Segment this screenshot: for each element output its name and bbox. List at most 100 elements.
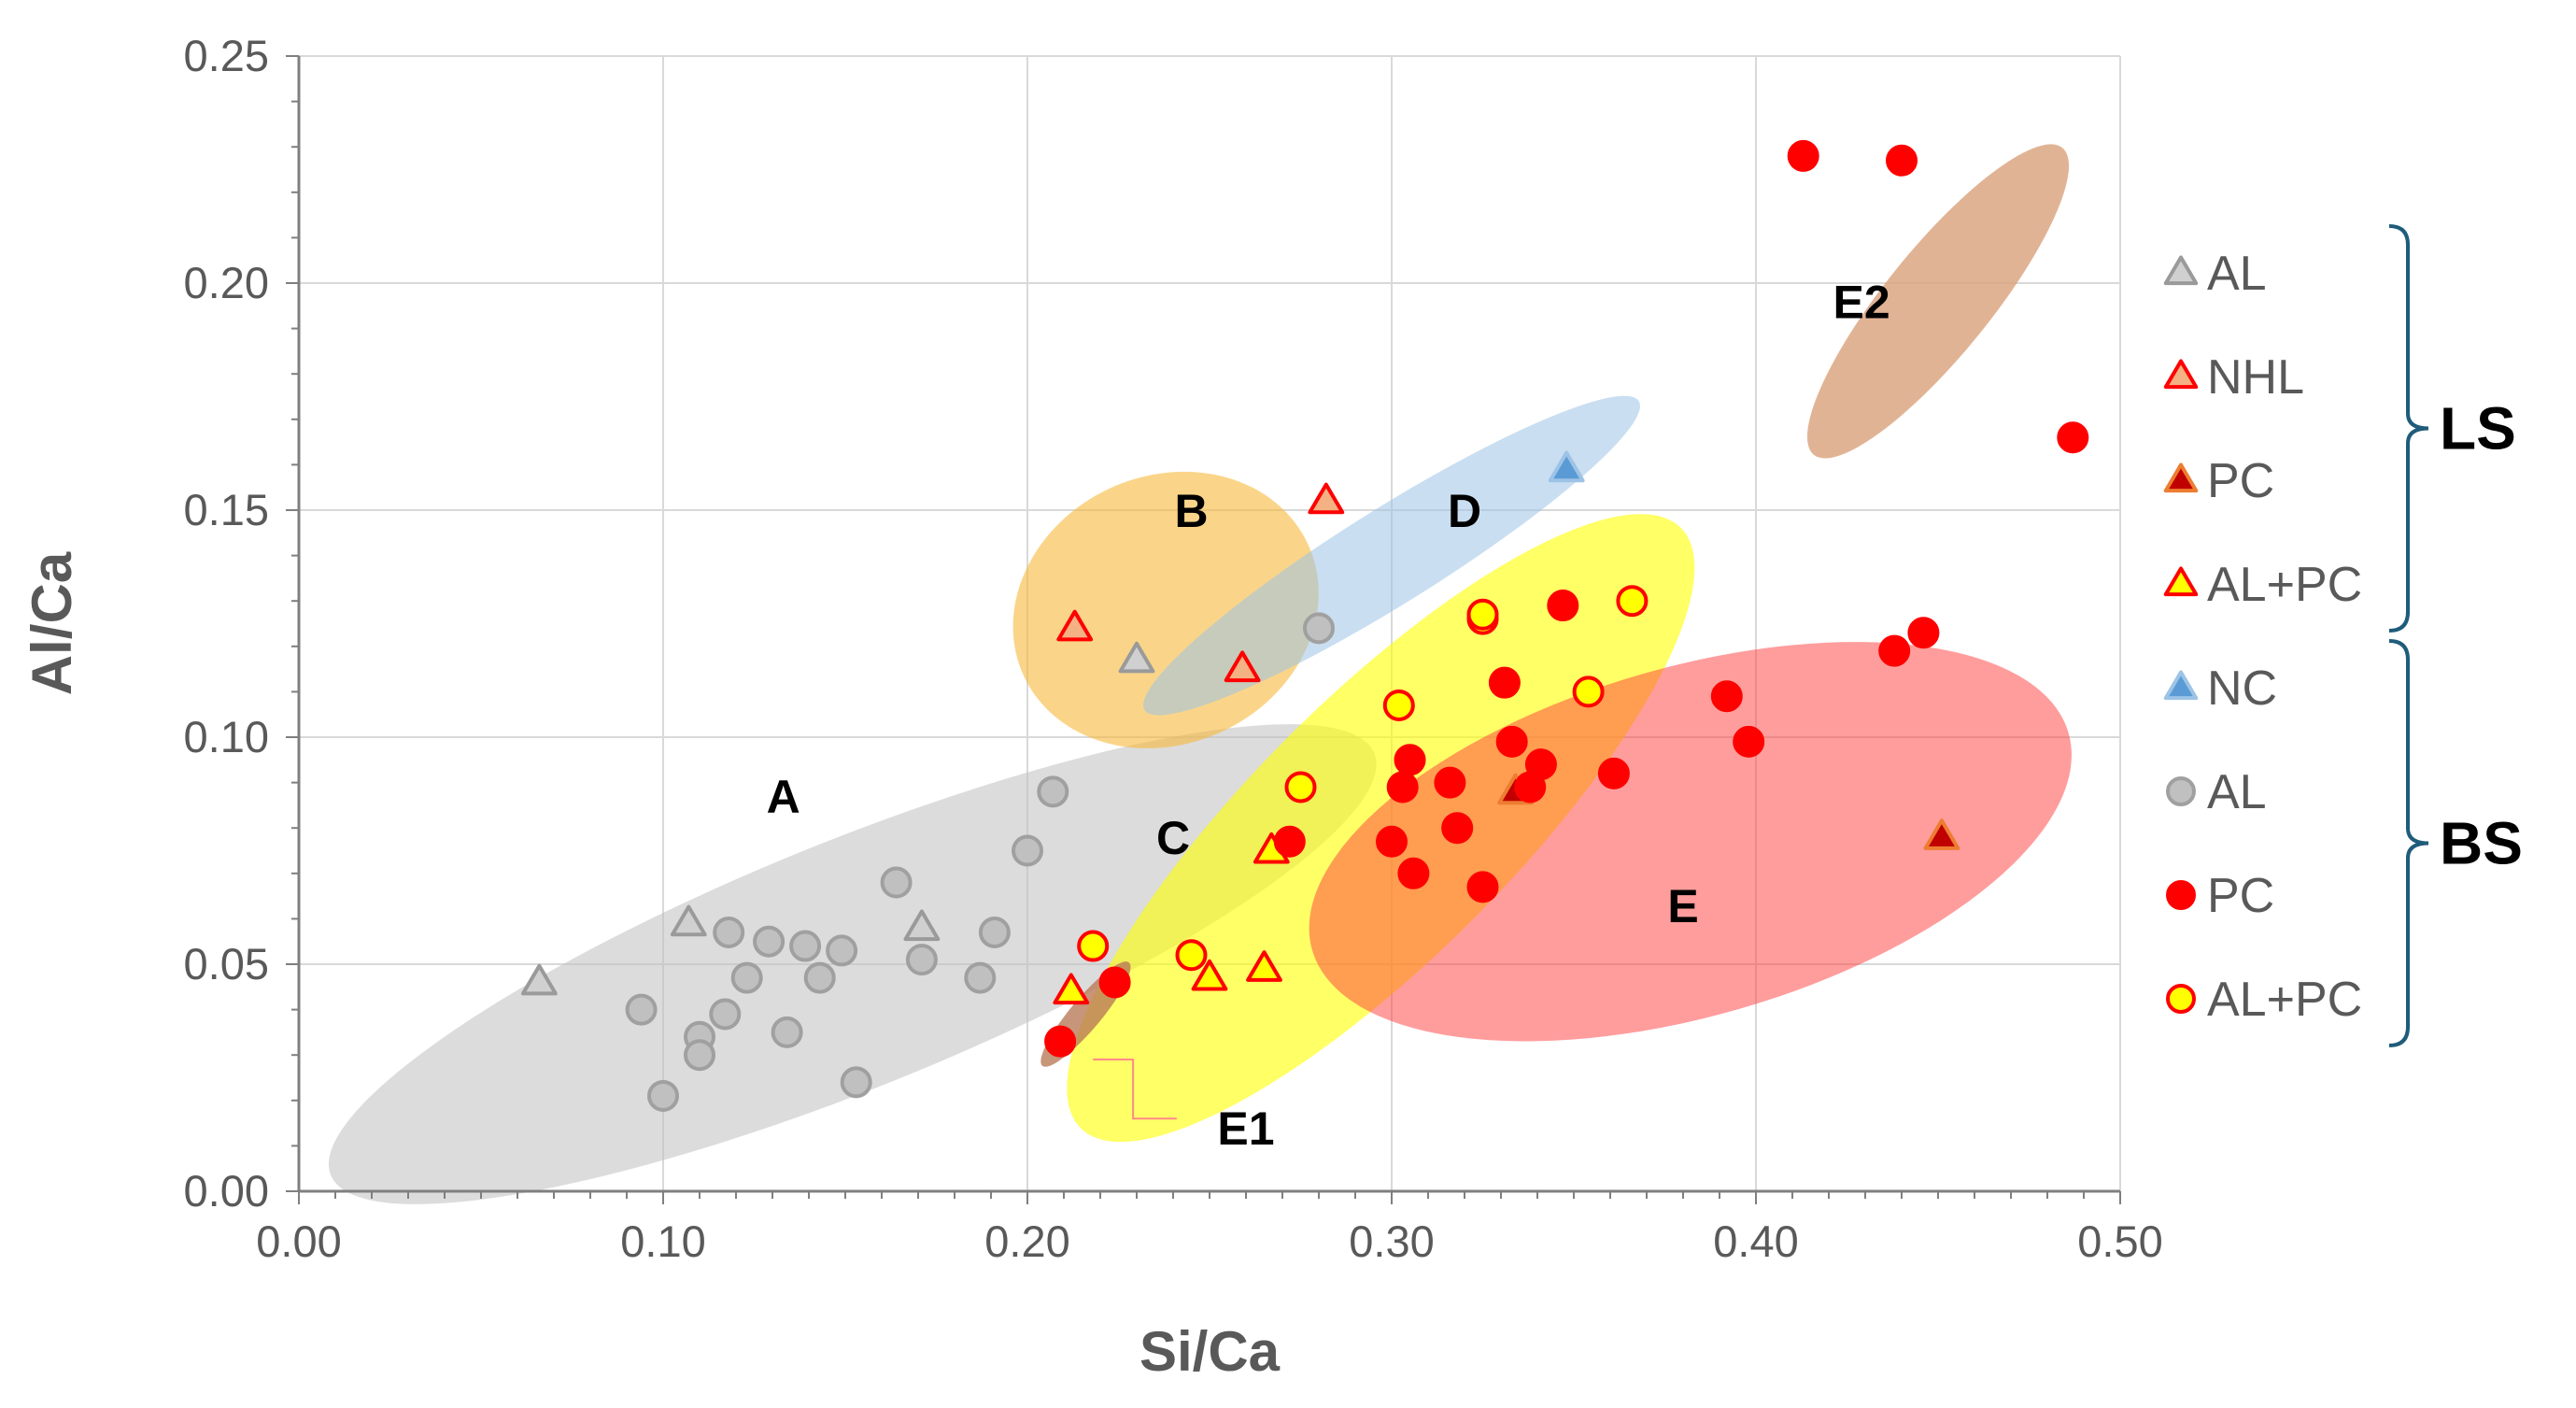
- legend-marker: [2163, 359, 2199, 390]
- point-bs-al: [1012, 834, 1043, 867]
- region-label-e: E: [1667, 880, 1698, 932]
- point-ls-nhl: [1224, 650, 1261, 683]
- point-bs-pc: [1394, 744, 1426, 776]
- e1-leader-line: [1093, 1059, 1177, 1120]
- region-label-e2: E2: [1833, 276, 1890, 328]
- point-bs-al: [964, 961, 997, 994]
- point-ls-al: [903, 909, 941, 942]
- point-bs-al: [978, 916, 1011, 948]
- tick-labels: 0.00 0.10 0.20 0.30 0.40 0.50 0.00 0.05 0.10 0.15…: [184, 31, 2163, 1266]
- region-d: [1143, 395, 1640, 716]
- y-axis-title: Al/Ca: [21, 551, 83, 695]
- legend-brace-ls: [2388, 224, 2429, 633]
- legend-label: NHL: [2207, 350, 2304, 405]
- point-ls-al: [670, 904, 707, 937]
- point-bs-al-pc: [1077, 930, 1110, 962]
- point-bs-pc: [1441, 812, 1474, 845]
- point-bs-al: [684, 1039, 715, 1072]
- y-tick-label: 0.20: [184, 258, 269, 307]
- point-bs-pc: [2057, 421, 2089, 454]
- point-bs-al: [826, 934, 858, 967]
- region-e2: [1806, 144, 2070, 459]
- legend-marker: [2163, 566, 2199, 597]
- data-points: [521, 139, 2089, 1112]
- point-bs-pc: [1386, 771, 1419, 804]
- legend-group-ls: LS: [2440, 395, 2516, 462]
- point-bs-al: [1037, 775, 1069, 808]
- legend-marker: [2163, 670, 2199, 701]
- point-bs-pc: [1376, 825, 1408, 858]
- legend-marker: [2166, 776, 2196, 806]
- y-tick-label: 0.15: [184, 485, 269, 534]
- point-bs-al: [713, 916, 745, 948]
- x-tick-label: 0.30: [1349, 1216, 1434, 1266]
- point-bs-al-pc: [1175, 939, 1208, 972]
- x-axis-title: Si/Ca: [1139, 1320, 1281, 1383]
- point-bs-al-pc: [1284, 771, 1317, 804]
- region-label-d: D: [1448, 485, 1481, 537]
- point-bs-pc: [1787, 139, 1819, 172]
- y-tick-label: 0.00: [184, 1166, 269, 1216]
- point-bs-pc: [1495, 725, 1528, 758]
- legend-label: AL+PC: [2207, 973, 2362, 1027]
- y-tick-label: 0.25: [184, 31, 269, 80]
- point-bs-pc: [1044, 1025, 1077, 1058]
- point-bs-al: [803, 961, 836, 994]
- x-tick-label: 0.00: [256, 1216, 341, 1266]
- legend-label: AL+PC: [2207, 558, 2362, 612]
- legend-label: NC: [2207, 661, 2277, 716]
- point-bs-al: [730, 961, 763, 994]
- point-bs-al: [647, 1079, 679, 1112]
- point-bs-pc: [1733, 725, 1765, 758]
- point-bs-al: [771, 1016, 803, 1048]
- legend-marker: [2166, 880, 2196, 910]
- point-bs-al-pc: [1572, 676, 1605, 708]
- y-tick-label: 0.05: [184, 939, 269, 988]
- point-bs-nc: [1548, 450, 1585, 483]
- point-bs-al: [753, 925, 786, 958]
- point-bs-pc: [1710, 680, 1743, 713]
- point-bs-pc: [1434, 766, 1466, 799]
- point-ls-nhl: [1056, 609, 1094, 642]
- point-ls-al: [521, 963, 558, 996]
- x-tick-label: 0.20: [984, 1216, 1069, 1266]
- region-labels: A B D C E E1 E2: [767, 276, 1890, 1155]
- legend-group-bs: BS: [2440, 810, 2523, 877]
- point-bs-pc: [1466, 871, 1499, 903]
- legend-marker: [2163, 255, 2199, 286]
- region-label-b: B: [1174, 485, 1208, 537]
- point-bs-al-pc: [1382, 689, 1415, 721]
- point-bs-al-pc: [1616, 585, 1649, 618]
- point-bs-pc: [1397, 857, 1430, 889]
- legend: AL NHL PC AL+PC NC AL PC AL+PC LS BS: [2163, 224, 2523, 1047]
- x-tick-label: 0.10: [620, 1216, 705, 1266]
- legend-brace-bs: [2388, 639, 2429, 1047]
- y-tick-label: 0.10: [184, 712, 269, 761]
- legend-label: AL: [2207, 765, 2267, 819]
- point-bs-al: [709, 998, 742, 1031]
- legend-label: PC: [2207, 454, 2274, 508]
- point-bs-pc: [1878, 634, 1911, 667]
- point-bs-pc: [1273, 825, 1306, 858]
- axes: [286, 55, 2121, 1204]
- point-ls-al-pc: [1246, 950, 1282, 982]
- point-bs-pc: [1098, 966, 1131, 999]
- point-ls-al-pc: [1191, 959, 1228, 991]
- point-bs-pc: [1907, 617, 1940, 649]
- legend-label: PC: [2207, 869, 2274, 923]
- point-bs-pc: [1524, 748, 1557, 781]
- point-bs-al: [789, 930, 822, 962]
- point-bs-pc: [1886, 144, 1918, 177]
- x-tick-label: 0.50: [2077, 1216, 2162, 1266]
- point-ls-pc: [1923, 818, 1960, 850]
- point-bs-pc: [1597, 757, 1630, 789]
- point-ls-al-pc: [1053, 973, 1090, 1005]
- point-bs-al: [905, 944, 938, 976]
- point-bs-pc: [1488, 666, 1521, 699]
- legend-marker: [2166, 984, 2196, 1014]
- region-label-a: A: [767, 771, 800, 823]
- point-ls-nhl: [1308, 482, 1345, 515]
- region-a: [328, 724, 1377, 1204]
- point-bs-pc: [1547, 590, 1579, 622]
